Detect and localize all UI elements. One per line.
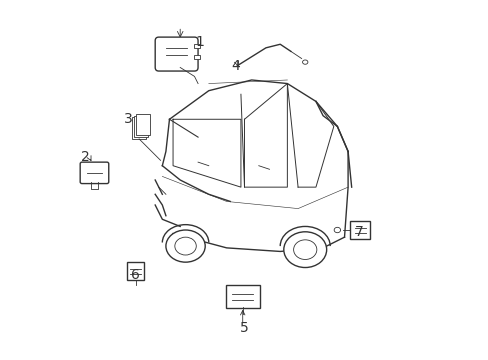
Text: 4: 4	[231, 59, 240, 73]
Bar	[194, 55, 200, 59]
Bar	[126, 262, 144, 280]
FancyBboxPatch shape	[155, 37, 198, 71]
Text: 3: 3	[124, 112, 133, 126]
Bar	[134, 116, 148, 137]
FancyBboxPatch shape	[80, 162, 108, 184]
Ellipse shape	[333, 227, 340, 233]
Bar	[349, 221, 369, 239]
Ellipse shape	[165, 230, 205, 262]
Text: 6: 6	[131, 268, 140, 282]
Bar	[132, 117, 146, 139]
Ellipse shape	[302, 60, 307, 64]
Text: 2: 2	[81, 150, 90, 164]
Bar	[135, 114, 149, 135]
Ellipse shape	[283, 232, 326, 267]
Text: 1: 1	[195, 36, 204, 49]
Ellipse shape	[175, 237, 196, 255]
Text: 7: 7	[354, 225, 363, 239]
Bar	[194, 44, 200, 48]
Ellipse shape	[293, 240, 316, 260]
FancyBboxPatch shape	[225, 285, 259, 307]
Text: 5: 5	[240, 321, 248, 335]
